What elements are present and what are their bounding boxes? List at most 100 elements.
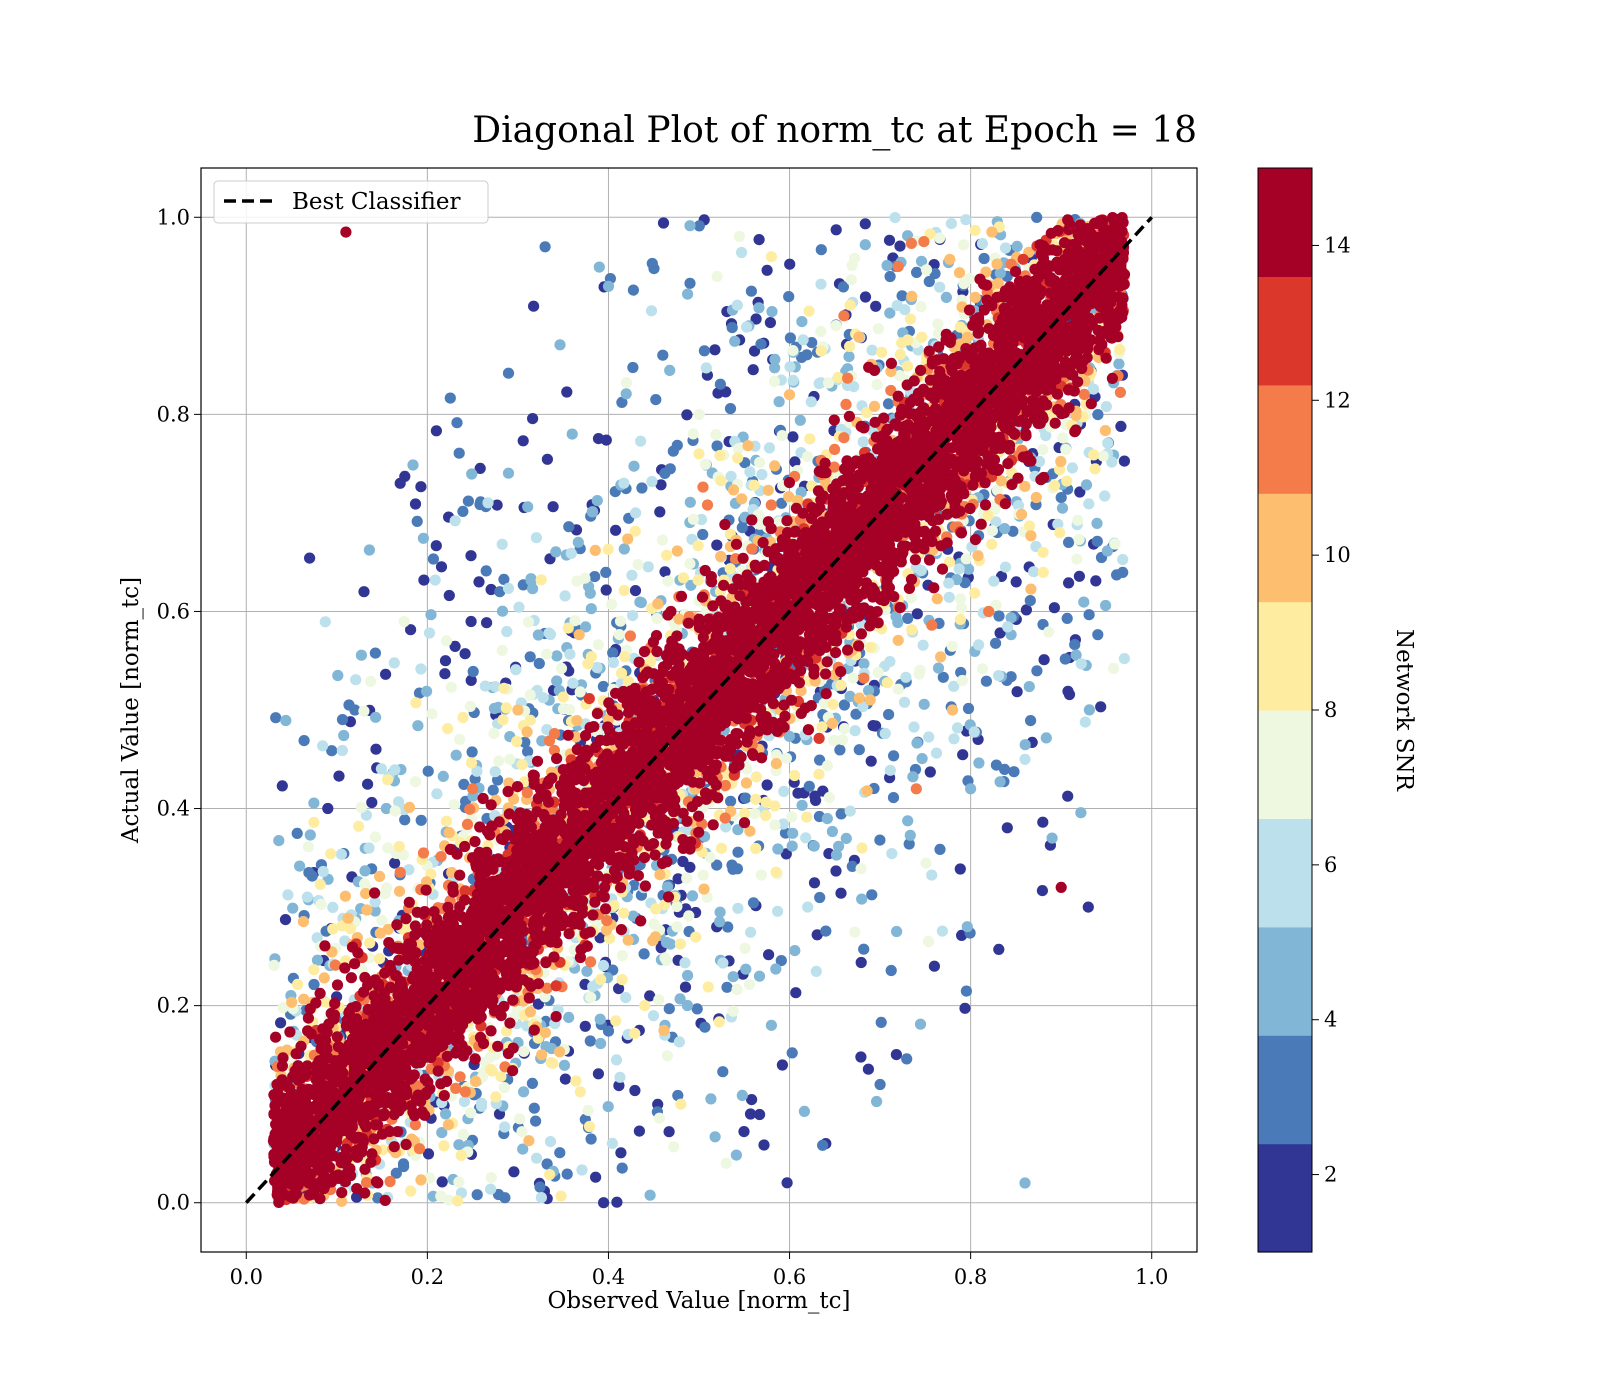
scatter-point [1060, 443, 1072, 456]
scatter-point [769, 460, 781, 472]
scatter-point [684, 558, 696, 570]
scatter-point [1101, 545, 1113, 557]
scatter-point [482, 497, 494, 509]
scatter-point [1080, 479, 1093, 491]
scatter-point [655, 479, 667, 491]
scatter-point [965, 783, 977, 795]
scatter-point [681, 872, 693, 884]
scatter-point [815, 244, 827, 256]
scatter-point [711, 440, 723, 452]
scatter-point [911, 266, 923, 278]
scatter-point [453, 1139, 465, 1151]
scatter-point [437, 770, 449, 783]
scatter-point [559, 590, 571, 602]
scatter-point [635, 435, 647, 447]
scatter-point [1117, 566, 1129, 579]
scatter-point [388, 657, 400, 669]
scatter-point [561, 386, 573, 398]
scatter-point [749, 807, 761, 820]
scatter-point [1115, 420, 1127, 432]
scatter-point [458, 1096, 470, 1108]
scatter-point [727, 1005, 739, 1017]
scatter-point [1099, 425, 1111, 437]
scatter-point [754, 456, 766, 468]
scatter-point [999, 523, 1011, 535]
scatter-point [393, 796, 405, 808]
scatter-point [635, 597, 647, 609]
scatter-point [524, 651, 536, 663]
scatter-point [661, 881, 674, 893]
scatter-point [809, 790, 821, 802]
scatter-point [1079, 716, 1091, 728]
scatter-point [518, 1086, 530, 1098]
scatter-point [645, 305, 658, 317]
scatter-point [517, 1143, 529, 1155]
scatter-point [700, 362, 712, 374]
scatter-point [993, 943, 1005, 956]
scatter-point [691, 1003, 703, 1015]
scatter-point [715, 475, 727, 487]
scatter-point [857, 700, 869, 713]
scatter-point [600, 434, 612, 446]
scatter-point [755, 869, 767, 881]
scatter-point [725, 795, 737, 807]
scatter-point [539, 1027, 552, 1039]
scatter-point [1057, 432, 1069, 444]
scatter-point [653, 994, 665, 1006]
scatter-point [602, 1101, 614, 1113]
scatter-point [442, 723, 454, 735]
scatter-point [585, 603, 597, 615]
scatter-point [361, 904, 373, 916]
scatter-point [808, 877, 821, 889]
scatter-point [438, 1140, 450, 1152]
scatter-point [1023, 520, 1036, 532]
scatter-point [901, 360, 914, 372]
scatter-point [471, 765, 483, 777]
scatter-point [769, 353, 781, 365]
scatter-point [394, 866, 406, 879]
scatter-point [359, 865, 371, 877]
scatter-point [399, 814, 411, 826]
scatter-point [858, 658, 870, 670]
scatter-point [530, 1115, 542, 1127]
scatter-point [686, 890, 699, 902]
scatter-point [881, 259, 893, 272]
scatter-point [1107, 662, 1120, 675]
scatter-point [606, 598, 618, 611]
scatter-point [502, 467, 515, 479]
scatter-point [1063, 536, 1075, 549]
scatter-point [597, 680, 610, 693]
scatter-point [532, 998, 545, 1010]
scatter-point [554, 339, 566, 351]
scatter-point [412, 720, 424, 732]
scatter-point [714, 916, 726, 928]
scatter-point [720, 821, 732, 833]
scatter-point [317, 865, 329, 878]
scatter-point [714, 449, 726, 462]
scatter-point [376, 914, 388, 927]
scatter-point [988, 575, 1000, 587]
scatter-point [1049, 417, 1061, 429]
scatter-point [495, 1071, 507, 1083]
scatter-point [1031, 211, 1043, 223]
scatter-point [744, 1108, 757, 1120]
scatter-point [811, 929, 823, 941]
scatter-points [267, 211, 1131, 1209]
scatter-point [1102, 437, 1114, 449]
scatter-point [525, 575, 537, 587]
scatter-point [884, 764, 896, 776]
scatter-point [764, 317, 777, 329]
scatter-point [358, 705, 370, 717]
scatter-point [332, 669, 344, 682]
scatter-point [291, 827, 303, 840]
scatter-point [1023, 681, 1035, 693]
scatter-point [711, 859, 723, 871]
scatter-point [516, 759, 528, 771]
scatter-point [610, 524, 622, 536]
scatter-point [374, 927, 386, 939]
scatter-point [448, 799, 460, 811]
scatter-point [510, 664, 522, 676]
scatter-point [444, 392, 456, 404]
scatter-point [1048, 602, 1060, 614]
scatter-point [512, 704, 524, 716]
